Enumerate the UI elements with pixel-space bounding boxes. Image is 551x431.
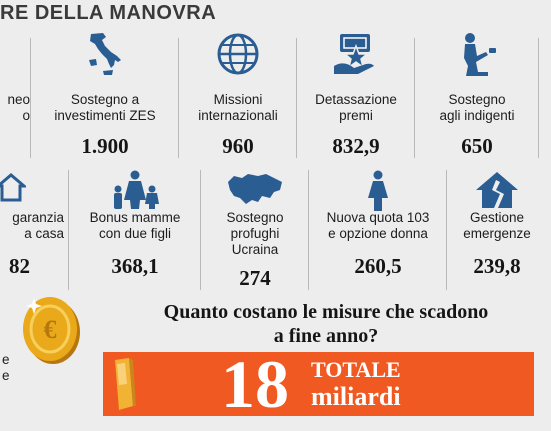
measure-cell: Sostegno a investimenti ZES 1.900 — [40, 30, 170, 160]
measure-label: Bonus mamme con due figli — [89, 210, 181, 241]
measure-value: 82 — [9, 254, 30, 278]
kneeling-person-icon — [464, 33, 496, 76]
total-banner: 18 TOTALE miliardi — [103, 348, 534, 420]
measure-value: 1.900 — [81, 134, 129, 158]
italy-map-icon — [89, 33, 121, 75]
measure-value: 274 — [239, 266, 271, 290]
measure-label: Sostegno profughi Ucraina — [226, 210, 284, 257]
side-text: e e — [2, 352, 10, 383]
measure-value: 368,1 — [111, 254, 159, 278]
ukraine-map-icon — [228, 174, 282, 204]
measure-label: garanzia a casa — [12, 210, 64, 241]
measure-cell: Bonus mamme con due figli 368,1 — [70, 170, 200, 290]
page-title: RE DELLA MANOVRA — [0, 2, 217, 24]
separator — [538, 38, 539, 158]
measure-label: Detassazione premi — [315, 92, 397, 123]
total-unit: miliardi — [311, 382, 401, 411]
separator — [68, 170, 69, 290]
separator — [446, 170, 447, 290]
house-icon — [0, 173, 26, 202]
measure-cell: neo o — [0, 30, 30, 160]
globe-icon — [217, 33, 259, 75]
euro-coin-icon: € — [23, 297, 80, 364]
measure-cell: Sostegno agli indigenti 650 — [416, 30, 538, 160]
total-number: 18 — [221, 346, 289, 422]
question-text: Quanto costano le misure che scadono a f… — [163, 301, 489, 347]
measure-cell: garanzia a casa 82 — [0, 170, 66, 290]
measure-cell: Missioni internazionali 960 — [180, 30, 296, 160]
measure-value: 239,8 — [473, 254, 521, 278]
separator — [296, 38, 297, 158]
measure-cell: Sostegno profughi Ucraina 274 — [202, 170, 308, 290]
separator — [308, 170, 309, 290]
money-hand-icon — [334, 34, 374, 74]
measure-label: Sostegno agli indigenti — [439, 92, 515, 123]
svg-text:€: € — [44, 315, 57, 344]
cracked-house-icon — [476, 172, 518, 208]
mother-children-icon — [114, 170, 159, 209]
gold-bar-icon — [115, 358, 136, 410]
separator — [414, 38, 415, 158]
woman-icon — [368, 170, 388, 211]
measure-cell: Detassazione premi 832,9 — [298, 30, 414, 160]
separator — [200, 170, 201, 290]
measure-cell: Gestione emergenze 239,8 — [448, 170, 546, 290]
measure-value: 260,5 — [354, 254, 402, 278]
total-label: TOTALE — [311, 357, 401, 382]
measure-label: Sostegno a investimenti ZES — [54, 92, 156, 123]
measure-value: 832,9 — [332, 134, 380, 158]
measure-value: 650 — [461, 134, 493, 158]
measure-label: Missioni internazionali — [198, 92, 278, 123]
separator — [178, 38, 179, 158]
measure-label: Nuova quota 103 e opzione donna — [326, 210, 430, 241]
measure-cell: Nuova quota 103 e opzione donna 260,5 — [310, 170, 446, 290]
measure-value: 960 — [222, 134, 254, 158]
measure-label: neo o — [7, 92, 30, 123]
measure-label: Gestione emergenze — [463, 210, 531, 241]
separator — [30, 38, 31, 158]
